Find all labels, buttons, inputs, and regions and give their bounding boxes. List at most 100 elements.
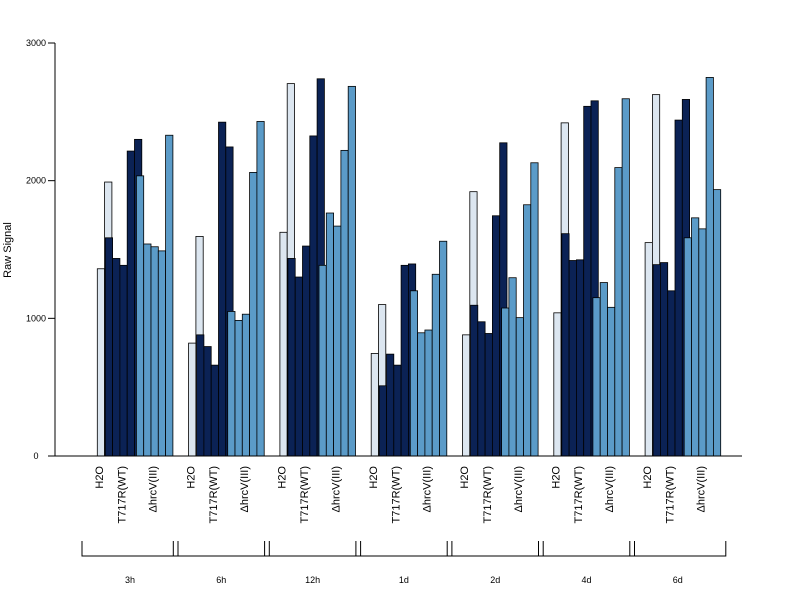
bar	[249, 172, 258, 457]
bar	[424, 329, 433, 457]
bar	[523, 204, 532, 457]
bar	[119, 264, 128, 457]
bar	[165, 134, 174, 457]
bar	[652, 264, 661, 457]
bar	[477, 321, 486, 457]
condition-label: H2O	[185, 466, 197, 489]
bar	[462, 334, 471, 457]
bar	[683, 237, 692, 457]
bar	[409, 290, 418, 457]
bar	[614, 167, 623, 457]
bar	[157, 250, 167, 457]
bar	[234, 319, 243, 457]
labels-layer: 0 1000 2000 3000 H2O T717R(WT) ΔhrcV(III) 3h H2O…	[26, 38, 707, 585]
condition-label: H2O	[94, 466, 106, 489]
condition-label: ΔhrcV(III)	[513, 466, 525, 512]
condition-label: T717R(WT)	[573, 466, 585, 523]
group-bracket	[81, 541, 179, 557]
condition-label: H2O	[459, 466, 471, 489]
bar	[553, 312, 562, 457]
condition-label: T717R(WT)	[482, 466, 494, 523]
bar	[318, 264, 327, 457]
bar	[713, 189, 722, 457]
bar	[196, 334, 205, 457]
bar	[417, 332, 426, 457]
condition-label: ΔhrcV(III)	[148, 466, 160, 512]
bar	[583, 105, 592, 457]
bar	[340, 149, 349, 457]
group-bracket	[629, 541, 727, 557]
bar	[660, 262, 669, 457]
bar	[279, 231, 288, 457]
bar	[439, 240, 448, 457]
bar	[393, 364, 402, 457]
bar	[667, 290, 676, 457]
bar	[705, 77, 714, 457]
group-label: 4d	[581, 575, 591, 585]
bar	[599, 282, 608, 457]
bar	[576, 259, 585, 457]
bar	[470, 304, 479, 457]
condition-label: H2O	[551, 466, 563, 489]
bar	[592, 297, 601, 457]
bar	[112, 258, 121, 457]
y-axis-label: Raw Signal	[2, 222, 14, 278]
condition-label: ΔhrcV(III)	[422, 466, 434, 512]
condition-label: ΔhrcV(III)	[695, 466, 707, 512]
bar	[104, 237, 114, 457]
bar	[501, 307, 510, 457]
y-tick-label: 3000	[26, 38, 46, 48]
condition-label: T717R(WT)	[390, 466, 402, 523]
condition-label: H2O	[277, 466, 289, 489]
bar	[294, 276, 303, 457]
bar	[568, 260, 577, 457]
bar	[218, 121, 227, 457]
bar	[431, 273, 440, 457]
bar	[309, 135, 318, 457]
condition-label: T717R(WT)	[117, 466, 129, 523]
bar	[256, 121, 265, 457]
condition-label: ΔhrcV(III)	[239, 466, 251, 512]
bar	[188, 342, 197, 457]
bar	[135, 175, 145, 457]
condition-label: H2O	[368, 466, 380, 489]
bar	[561, 233, 570, 457]
condition-label: T717R(WT)	[299, 466, 311, 523]
group-bracket	[264, 541, 362, 557]
bar	[674, 119, 683, 457]
group-label: 6d	[673, 575, 683, 585]
bar	[325, 212, 334, 457]
condition-label: T717R(WT)	[208, 466, 220, 523]
bar	[400, 264, 409, 457]
bar	[621, 98, 630, 457]
bar	[484, 333, 493, 457]
bar	[698, 228, 707, 457]
bar	[530, 162, 539, 457]
bar	[491, 215, 501, 457]
y-tick-label: 0	[33, 451, 38, 461]
bar	[347, 85, 356, 457]
bar	[508, 277, 517, 457]
group-label: 6h	[216, 575, 226, 585]
group-bracket	[172, 541, 270, 557]
condition-label: T717R(WT)	[664, 466, 676, 523]
bar	[143, 243, 152, 457]
condition-label: ΔhrcV(III)	[604, 466, 616, 512]
bar	[203, 346, 212, 457]
condition-label: ΔhrcV(III)	[330, 466, 342, 512]
y-tick-label: 1000	[26, 313, 46, 323]
bars-layer	[96, 77, 722, 457]
y-tick-label: 2000	[26, 176, 46, 186]
bar	[241, 313, 251, 457]
bar	[150, 246, 159, 457]
bar	[210, 364, 219, 457]
bar	[515, 317, 524, 457]
group-label: 3h	[125, 575, 135, 585]
bar	[333, 225, 342, 457]
bar	[378, 385, 387, 457]
bar	[96, 268, 106, 457]
bar	[691, 217, 700, 457]
condition-label: H2O	[642, 466, 654, 489]
group-bracket	[355, 541, 453, 557]
